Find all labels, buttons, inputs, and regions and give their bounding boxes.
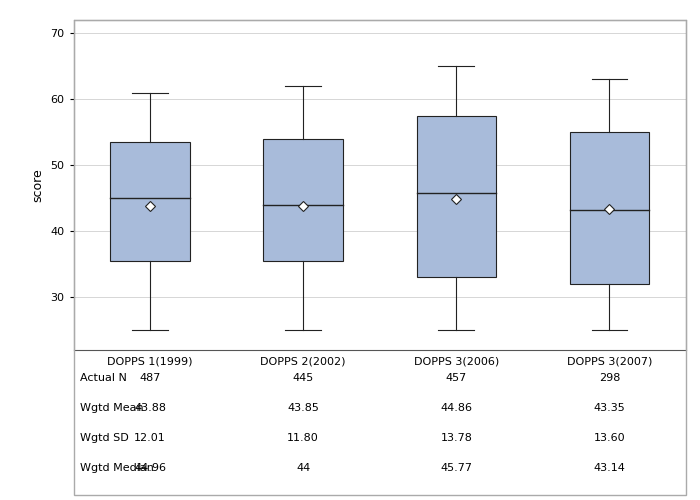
Text: Wgtd Median: Wgtd Median <box>80 463 153 473</box>
Text: 457: 457 <box>446 373 467 383</box>
Y-axis label: score: score <box>32 168 45 202</box>
Bar <box>416 116 496 278</box>
Text: 487: 487 <box>139 373 161 383</box>
Text: 44.96: 44.96 <box>134 463 166 473</box>
Text: Actual N: Actual N <box>80 373 127 383</box>
Text: 43.14: 43.14 <box>594 463 625 473</box>
Text: Wgtd Mean: Wgtd Mean <box>80 403 144 413</box>
Text: Wgtd SD: Wgtd SD <box>80 433 128 443</box>
Text: 13.78: 13.78 <box>440 433 473 443</box>
Text: 44: 44 <box>296 463 310 473</box>
Text: 45.77: 45.77 <box>440 463 473 473</box>
Text: 11.80: 11.80 <box>287 433 319 443</box>
Bar <box>263 139 343 261</box>
Text: 44.86: 44.86 <box>440 403 473 413</box>
Text: 13.60: 13.60 <box>594 433 625 443</box>
Text: 43.88: 43.88 <box>134 403 166 413</box>
Bar <box>111 142 190 261</box>
Text: 445: 445 <box>293 373 314 383</box>
Bar <box>570 132 649 284</box>
Text: 43.85: 43.85 <box>287 403 319 413</box>
Text: 298: 298 <box>598 373 620 383</box>
Text: 12.01: 12.01 <box>134 433 166 443</box>
Text: 43.35: 43.35 <box>594 403 625 413</box>
